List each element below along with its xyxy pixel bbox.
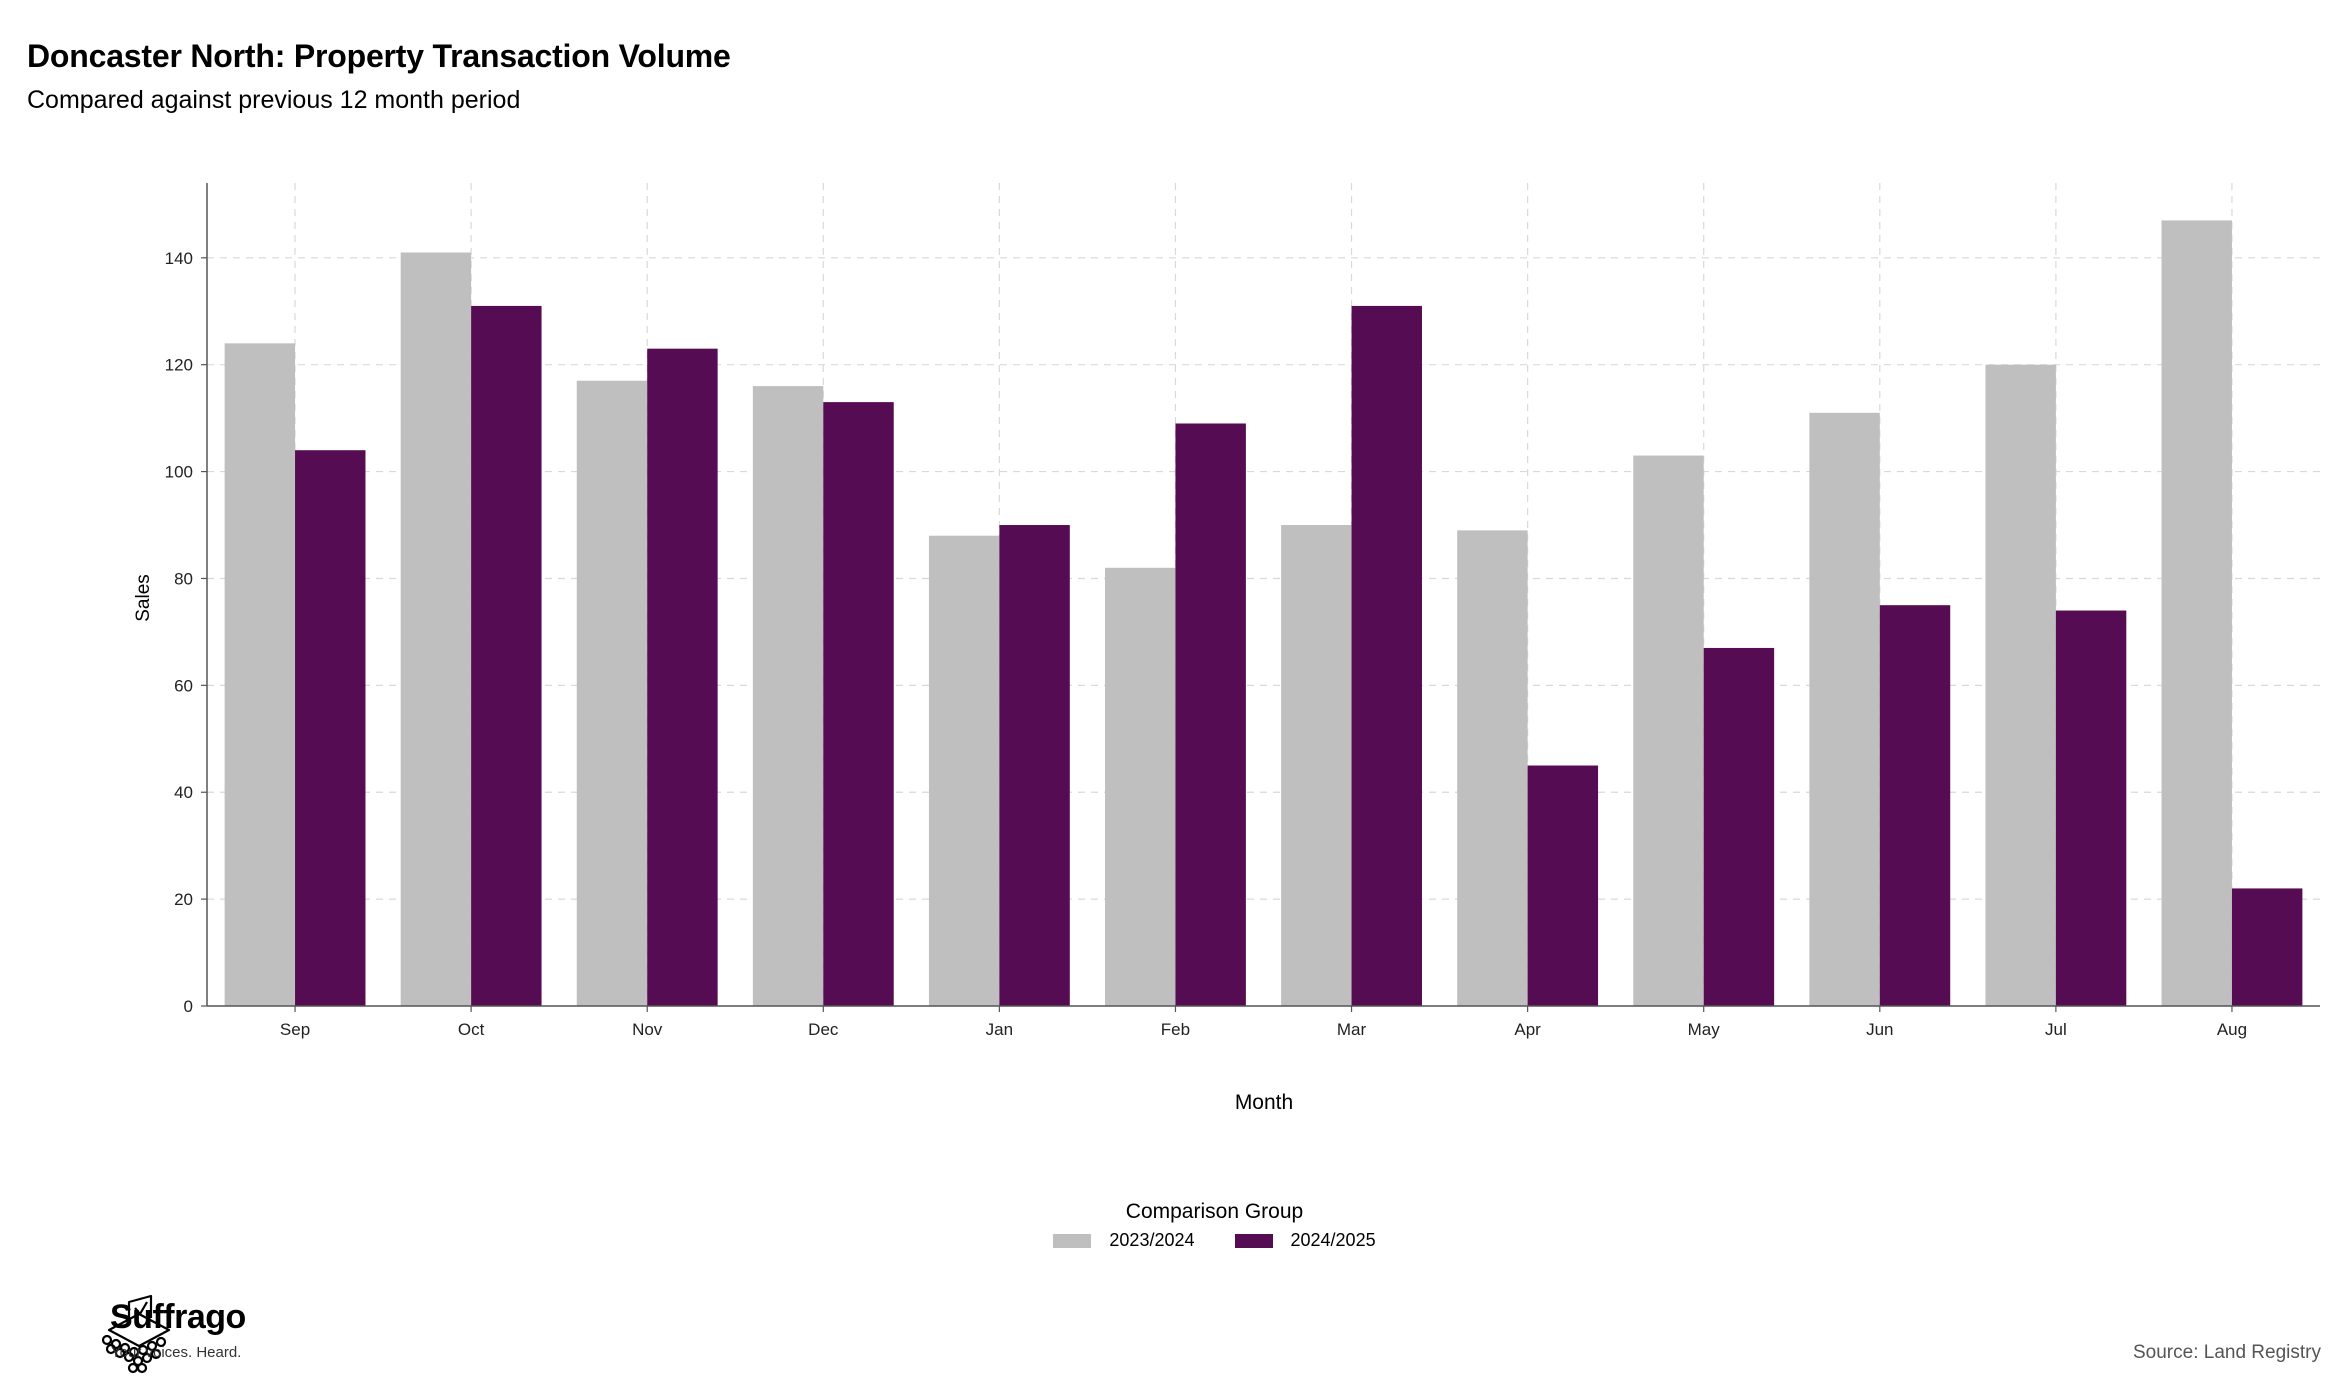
legend: Comparison Group 2023/2024 2024/2025 bbox=[0, 1200, 2334, 1251]
y-tick-label: 120 bbox=[165, 356, 193, 375]
chart-subtitle: Compared against previous 12 month perio… bbox=[27, 86, 521, 114]
x-tick-label: Aug bbox=[2217, 1020, 2247, 1039]
bar-2024-2025-jul bbox=[2055, 610, 2127, 1006]
bar-2023-2024-apr bbox=[1457, 530, 1528, 1006]
x-tick-label: Feb bbox=[1161, 1020, 1190, 1039]
x-tick-label: Sep bbox=[280, 1020, 310, 1039]
bar-2023-2024-oct bbox=[400, 252, 472, 1007]
x-tick-label: Apr bbox=[1514, 1020, 1541, 1039]
y-tick-label: 40 bbox=[174, 783, 193, 802]
legend-items: 2023/2024 2024/2025 bbox=[95, 1230, 2334, 1251]
bars bbox=[224, 220, 2303, 1007]
chart-title: Doncaster North: Property Transaction Vo… bbox=[27, 38, 731, 74]
x-tick-label: Dec bbox=[808, 1020, 839, 1039]
axis-labels: Month Sales bbox=[133, 574, 1293, 1114]
bar-2023-2024-jul bbox=[1985, 364, 2056, 1006]
y-tick-label: 0 bbox=[184, 997, 193, 1016]
bar-2023-2024-jan bbox=[928, 535, 1000, 1006]
brand-tagline: Your voices. Heard. bbox=[111, 1344, 242, 1361]
bar-2024-2025-feb bbox=[1175, 423, 1246, 1006]
bar-2023-2024-sep bbox=[224, 343, 296, 1006]
brand-name: Suffrago bbox=[110, 1298, 246, 1336]
legend-item-2023-2024: 2023/2024 bbox=[1053, 1230, 1195, 1251]
bar-2024-2025-oct bbox=[471, 305, 542, 1006]
bar-2023-2024-feb bbox=[1105, 567, 1176, 1006]
ballot-box-logo-icon bbox=[101, 1294, 171, 1374]
legend-swatch bbox=[1234, 1233, 1273, 1248]
bar-2024-2025-apr bbox=[1527, 765, 1599, 1006]
bar-2024-2025-nov bbox=[647, 348, 718, 1006]
x-tick-label: Jun bbox=[1866, 1020, 1893, 1039]
bar-2023-2024-aug bbox=[2161, 220, 2232, 1007]
bar-2024-2025-jun bbox=[1879, 605, 1951, 1006]
legend-title: Comparison Group bbox=[1125, 1200, 1304, 1223]
bar-2023-2024-nov bbox=[576, 380, 648, 1006]
bar-2023-2024-dec bbox=[752, 386, 824, 1007]
x-axis-title: Month bbox=[1235, 1091, 1293, 1114]
x-tick-label: Jan bbox=[986, 1020, 1013, 1039]
bar-2024-2025-mar bbox=[1351, 305, 1422, 1006]
y-tick-label: 140 bbox=[165, 249, 193, 268]
grid-lines bbox=[207, 183, 2320, 1006]
bar-2024-2025-sep bbox=[295, 450, 366, 1007]
legend-label: 2023/2024 bbox=[1109, 1230, 1195, 1250]
bar-2024-2025-aug bbox=[2231, 888, 2303, 1006]
y-tick-label: 60 bbox=[174, 676, 193, 695]
y-tick-label: 80 bbox=[174, 569, 193, 588]
source-note: Source: Land Registry bbox=[2133, 1342, 2321, 1363]
y-axis-title: Sales bbox=[133, 574, 154, 622]
axes: 0 20 40 60 80 100 120 140 Sep Oct Nov Dec Jan Feb Mar A… bbox=[165, 183, 2320, 1039]
y-tick-label: 100 bbox=[165, 463, 193, 482]
bar-2023-2024-jun bbox=[1809, 412, 1880, 1006]
bar-2024-2025-may bbox=[1703, 647, 1775, 1006]
bar-2023-2024-may bbox=[1633, 455, 1704, 1006]
bar-chart: 0 20 40 60 80 100 120 140 Sep Oct Nov Dec Jan Feb Mar A… bbox=[133, 183, 2320, 1114]
x-tick-label: May bbox=[1688, 1020, 1721, 1039]
x-tick-label: Nov bbox=[632, 1020, 663, 1039]
legend-swatch bbox=[1053, 1233, 1092, 1248]
bar-2024-2025-dec bbox=[823, 402, 894, 1007]
legend-label: 2024/2025 bbox=[1290, 1230, 1376, 1250]
y-tick-label: 20 bbox=[174, 890, 193, 909]
x-tick-label: Oct bbox=[458, 1020, 485, 1039]
x-tick-label: Jul bbox=[2045, 1020, 2067, 1039]
legend-item-2024-2025: 2024/2025 bbox=[1234, 1230, 1376, 1251]
bar-2024-2025-jan bbox=[999, 525, 1070, 1006]
bar-2023-2024-mar bbox=[1281, 525, 1352, 1006]
x-tick-label: Mar bbox=[1337, 1020, 1367, 1039]
